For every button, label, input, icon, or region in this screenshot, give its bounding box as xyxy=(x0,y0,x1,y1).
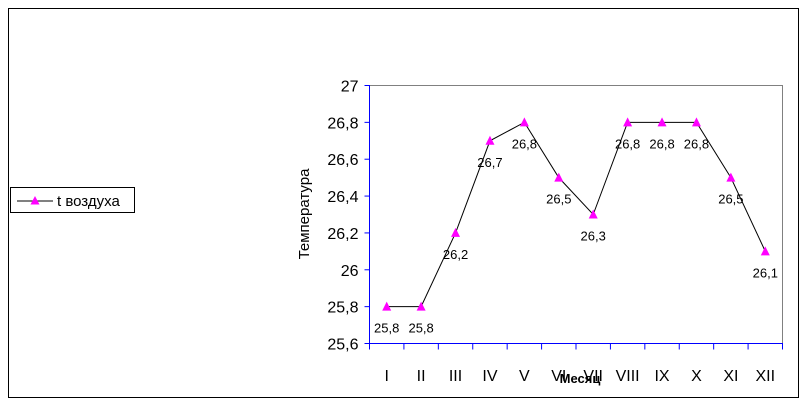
y-tick-label: 26 xyxy=(341,263,359,280)
x-tick-label: XII xyxy=(756,368,776,385)
data-point xyxy=(485,135,495,145)
x-ticks: I II III IV V VI VII VIII IX X XI XII xyxy=(369,343,783,385)
legend: t воздуха xyxy=(10,187,135,213)
chart-frame xyxy=(8,8,799,398)
data-point xyxy=(519,117,529,127)
data-point xyxy=(657,117,667,127)
data-point xyxy=(726,172,736,182)
x-tick-label: IV xyxy=(482,368,497,385)
data-point xyxy=(623,117,633,127)
x-tick-label: VI xyxy=(551,368,566,385)
x-tick-label: V xyxy=(519,368,530,385)
y-tick-label: 25,6 xyxy=(327,337,358,354)
legend-series-name: t воздуха xyxy=(57,193,120,210)
y-axis-title: Температура xyxy=(296,168,313,260)
series-layer: 25,8 25,8 26,2 26,7 26,8 26,5 26,3 26,8 26,8 26,8… xyxy=(374,117,778,336)
data-point xyxy=(451,227,461,237)
y-tick-label: 26,4 xyxy=(327,189,358,206)
data-label: 26,7 xyxy=(477,155,502,170)
data-label: 26,2 xyxy=(443,247,468,262)
x-tick-label: VII xyxy=(583,368,603,385)
data-label: 26,5 xyxy=(718,192,743,207)
data-label: 25,8 xyxy=(374,321,399,336)
data-label: 26,8 xyxy=(649,136,674,151)
data-label: 26,8 xyxy=(512,136,537,151)
x-tick-label: IX xyxy=(654,368,669,385)
y-tick-label: 27 xyxy=(341,79,359,96)
data-label: 26,5 xyxy=(546,192,571,207)
y-tick-label: 25,8 xyxy=(327,300,358,317)
data-point xyxy=(760,246,770,256)
x-tick-label: XI xyxy=(723,368,738,385)
x-axis-title: Месяц xyxy=(560,371,601,386)
x-tick-label: I xyxy=(384,368,388,385)
legend-triangle-marker xyxy=(30,196,40,205)
data-point xyxy=(554,172,564,182)
y-tick-label: 26,2 xyxy=(327,226,358,243)
data-label: 26,1 xyxy=(753,265,778,280)
data-label: 25,8 xyxy=(408,321,433,336)
y-tick-label: 26,8 xyxy=(327,115,358,132)
data-point xyxy=(691,117,701,127)
data-label: 26,8 xyxy=(615,136,640,151)
data-label: 26,8 xyxy=(684,136,709,151)
series-line xyxy=(386,121,766,308)
x-tick-label: III xyxy=(449,368,462,385)
data-point xyxy=(588,209,598,219)
data-label: 26,3 xyxy=(581,229,606,244)
x-tick-label: X xyxy=(691,368,702,385)
x-tick-label: II xyxy=(417,368,426,385)
y-tick-label: 26,6 xyxy=(327,152,358,169)
y-ticks: 25,6 25,8 26 26,2 26,4 26,6 26,8 27 xyxy=(327,79,370,354)
x-tick-label: VIII xyxy=(616,368,640,385)
data-point xyxy=(382,301,392,311)
legend-box xyxy=(10,187,135,213)
data-point xyxy=(416,301,426,311)
